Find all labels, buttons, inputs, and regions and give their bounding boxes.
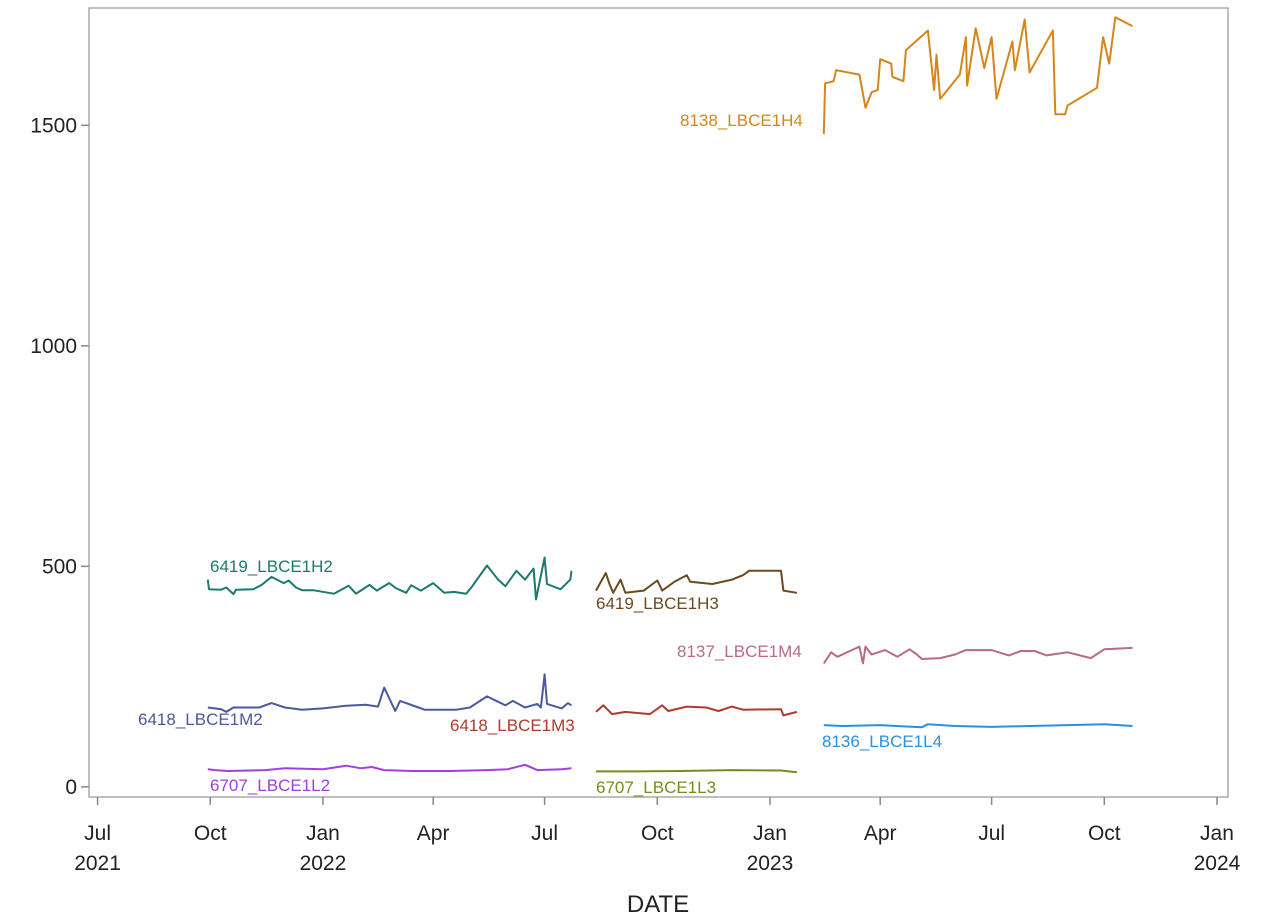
y-tick-label: 0 (65, 776, 77, 799)
series-label: 6707_LBCE1L3 (596, 778, 716, 797)
series-line (596, 769, 798, 774)
plot-frame (88, 7, 1229, 798)
x-tick-label: Jan 2024 (1194, 822, 1241, 875)
y-tick-label: 1000 (30, 335, 77, 358)
x-tick-label: Jul 2021 (74, 822, 121, 875)
x-tick-label: Jan 2022 (300, 822, 347, 875)
x-tick-label: Oct (641, 822, 674, 845)
x-tick-label: Oct (194, 822, 227, 845)
series-label: 6419_LBCE1H2 (210, 557, 333, 576)
x-tick-label: Jul (978, 822, 1005, 845)
series-line (207, 763, 572, 772)
x-tick-label: Apr (864, 822, 897, 845)
x-axis-label: DATE (627, 891, 689, 918)
x-tick-label: Oct (1088, 822, 1121, 845)
series-label: 8137_LBCE1M4 (677, 642, 802, 661)
y-tick-label: 1500 (30, 114, 77, 137)
series-line (595, 569, 798, 594)
series-line (822, 645, 1133, 665)
series-line (823, 723, 1133, 729)
series-label: 8138_LBCE1H4 (680, 111, 803, 130)
x-tick-label: Apr (417, 822, 450, 845)
x-tick-label: Jul (531, 822, 558, 845)
series-line (822, 16, 1133, 135)
series-label: 6419_LBCE1H3 (596, 594, 719, 613)
series-label: 6418_LBCE1M3 (450, 716, 575, 735)
series-label: 6418_LBCE1M2 (138, 710, 263, 729)
series-line (206, 556, 573, 601)
x-tick-label: Jan 2023 (747, 822, 794, 875)
series-line (207, 673, 573, 713)
series-label: 6707_LBCE1L2 (210, 776, 330, 795)
series-line (595, 704, 798, 717)
y-tick-label: 500 (42, 555, 77, 578)
series-label: 8136_LBCE1L4 (822, 732, 942, 751)
